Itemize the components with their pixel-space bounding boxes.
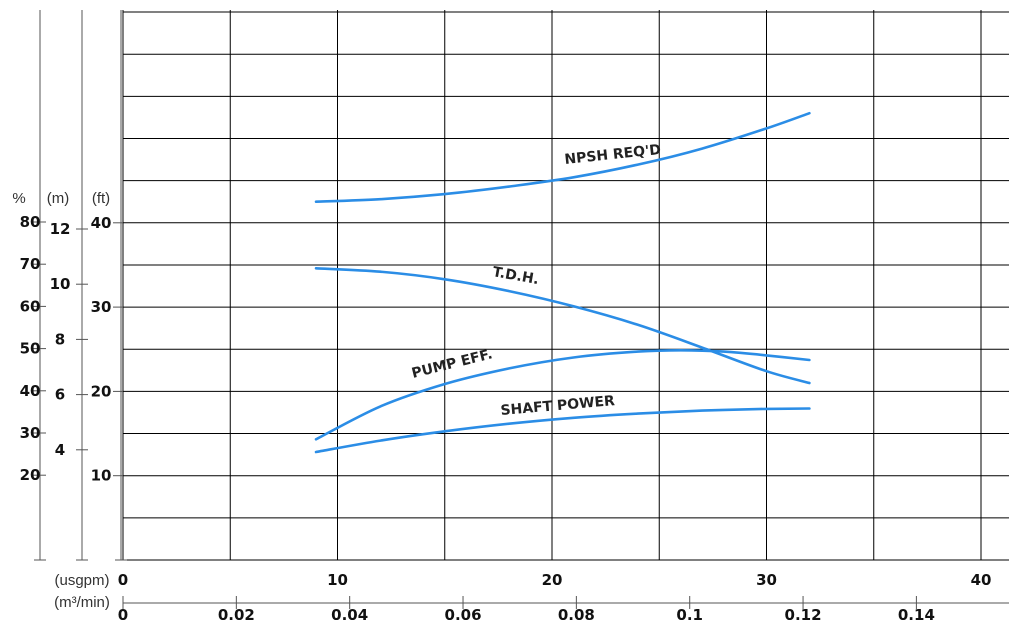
series-line-npsh-reqd	[314, 111, 811, 203]
y-tick-label-meters: 4	[55, 441, 65, 459]
x-tick-label-usgpm: 10	[327, 571, 348, 589]
x-tick-label-m3min: 0.04	[331, 606, 368, 623]
series-label-pump-eff: PUMP EFF.	[410, 346, 494, 382]
x-tick-label-usgpm: 20	[542, 571, 563, 589]
y-unit-feet: (ft)	[92, 190, 110, 207]
x-tick-label-usgpm: 40	[971, 571, 992, 589]
y-tick-label-percent: 60	[20, 297, 41, 315]
y-tick-label-percent: 30	[20, 424, 41, 442]
y-tick-label-meters: 10	[50, 275, 71, 293]
y-tick-label-percent: 80	[20, 213, 41, 231]
bottom-axes: 0 10 20 30 40 (usgpm) 0 0.02 0.04 0.06 0.08 0.1 0.12…	[54, 571, 1009, 623]
x-tick-label-m3min: 0.08	[558, 606, 595, 623]
y-tick-label-percent: 20	[20, 466, 41, 484]
y-tick-label-meters: 8	[55, 330, 65, 348]
y-tick-label-feet: 30	[91, 298, 112, 316]
y-tick-label-meters: 12	[50, 220, 71, 238]
y-tick-label-percent: 50	[20, 340, 41, 358]
x-tick-label-m3min: 0.1	[676, 606, 703, 623]
x-tick-label-m3min: 0.06	[445, 606, 482, 623]
series-line-shaft-power	[314, 407, 811, 454]
x-tick-label-usgpm: 30	[756, 571, 777, 589]
x-unit-m3min: (m³/min)	[54, 594, 110, 611]
curves	[314, 111, 811, 454]
y-unit-percent: %	[12, 190, 25, 207]
grid	[122, 10, 1009, 561]
y-tick-label-percent: 40	[20, 382, 41, 400]
x-unit-usgpm: (usgpm)	[54, 572, 109, 589]
x-tick-label-m3min: 0.02	[218, 606, 255, 623]
y-tick-label-feet: 40	[91, 214, 112, 232]
series-label-tdh: T.D.H.	[491, 264, 540, 288]
y-tick-label-feet: 20	[91, 382, 112, 400]
left-axes: 20 30 40 50 60 70 80 4 6 8 10 12 10 20 30 40% (m) (ft)	[12, 10, 127, 561]
y-tick-label-meters: 6	[55, 386, 65, 404]
y-unit-meters: (m)	[47, 190, 70, 207]
series-line-pump-eff	[314, 348, 811, 441]
series-label-npsh-reqd: NPSH REQ'D	[564, 142, 662, 168]
x-tick-label-usgpm: 0	[118, 571, 128, 589]
series-line-tdh	[314, 267, 811, 385]
x-tick-label-m3min: 0	[118, 606, 128, 623]
x-tick-label-m3min: 0.12	[785, 606, 822, 623]
y-tick-label-feet: 10	[91, 467, 112, 485]
x-tick-label-m3min: 0.14	[898, 606, 935, 623]
y-tick-label-percent: 70	[20, 255, 41, 273]
